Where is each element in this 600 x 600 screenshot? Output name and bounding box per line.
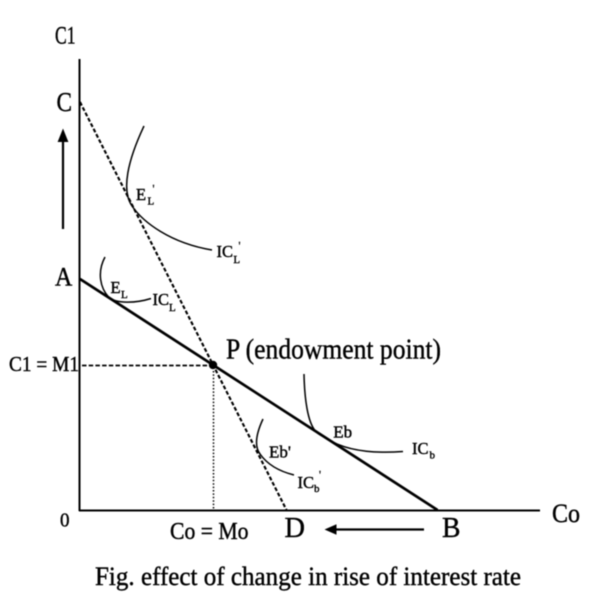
svg-text:Eb': Eb' xyxy=(269,442,291,461)
svg-text:b: b xyxy=(314,483,320,495)
svg-text:Fig. effect of change in rise: Fig. effect of change in rise of interes… xyxy=(95,562,521,591)
svg-text:IC: IC xyxy=(412,439,429,458)
svg-text:IC: IC xyxy=(298,473,315,492)
svg-text:IC: IC xyxy=(153,290,170,309)
svg-text:IC: IC xyxy=(217,242,234,261)
svg-text:Eb: Eb xyxy=(333,423,352,442)
svg-text:P (endowment point): P (endowment point) xyxy=(226,334,441,366)
svg-text:E: E xyxy=(136,185,146,204)
svg-text:': ' xyxy=(153,183,155,195)
svg-text:C1 = M1: C1 = M1 xyxy=(9,352,79,376)
svg-text:': ' xyxy=(239,240,241,252)
svg-text:L: L xyxy=(233,254,240,266)
svg-text:Co = Mo: Co = Mo xyxy=(170,519,249,545)
svg-text:b: b xyxy=(430,450,436,462)
svg-text:B: B xyxy=(442,513,461,544)
svg-text:L: L xyxy=(121,289,128,301)
svg-text:L: L xyxy=(169,302,176,314)
svg-text:0: 0 xyxy=(60,510,70,532)
svg-text:D: D xyxy=(285,513,306,544)
svg-text:A: A xyxy=(55,262,73,291)
svg-text:L: L xyxy=(148,196,155,208)
svg-text:': ' xyxy=(319,469,321,481)
svg-text:E: E xyxy=(111,278,121,297)
svg-text:C1: C1 xyxy=(55,23,76,50)
svg-text:C: C xyxy=(57,87,73,117)
svg-text:Co: Co xyxy=(552,499,580,528)
